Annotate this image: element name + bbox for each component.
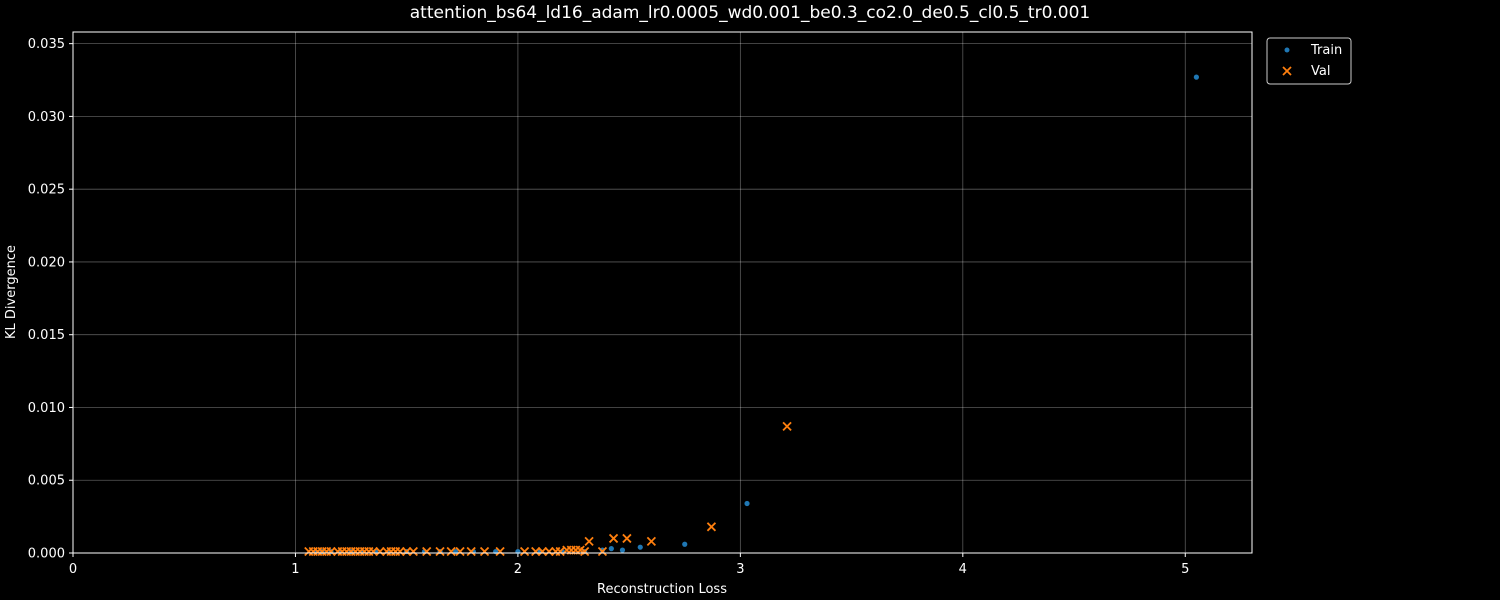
data-point-val — [537, 546, 548, 557]
data-point-val — [519, 546, 530, 557]
data-point-val — [555, 546, 565, 557]
data-point-val — [544, 546, 554, 557]
data-point-val — [408, 546, 418, 557]
x-tick-label: 5 — [1181, 562, 1189, 577]
data-point-train — [744, 500, 750, 507]
y-tick-label: 0.025 — [28, 183, 65, 198]
chart-title: attention_bs64_ld16_adam_lr0.0005_wd0.00… — [410, 3, 1091, 23]
x-tick-label: 4 — [959, 562, 967, 577]
data-point-val — [402, 546, 412, 557]
data-point-val — [435, 546, 445, 557]
legend-marker-val — [1282, 66, 1292, 76]
data-point-val — [584, 536, 594, 546]
data-point-val — [608, 533, 619, 544]
y-tick-label: 0.035 — [28, 37, 65, 52]
x-tick-label: 0 — [69, 562, 77, 577]
data-point-val — [455, 546, 465, 557]
y-tick-label: 0.020 — [28, 255, 65, 270]
data-point-train — [637, 544, 643, 550]
data-point-val — [622, 533, 632, 544]
legend-label-train: Train — [1310, 43, 1342, 58]
data-point-val — [646, 536, 657, 546]
x-tick-label: 3 — [736, 562, 744, 577]
data-point-val — [326, 546, 336, 557]
data-point-val — [479, 546, 490, 557]
data-point-val — [597, 546, 608, 557]
data-point-val — [466, 546, 476, 557]
y-axis-ticks: 0.000 0.005 0.010 0.015 0.020 0.025 0.030 0.035 — [28, 37, 73, 562]
data-point-val — [422, 546, 432, 557]
data-point-val — [375, 546, 385, 557]
y-tick-label: 0.000 — [28, 547, 65, 562]
data-point-val — [368, 546, 378, 557]
data-point-val — [531, 546, 541, 557]
data-point-train — [1193, 74, 1199, 80]
data-points — [304, 74, 1199, 557]
x-tick-label: 2 — [514, 562, 522, 577]
legend-marker-train — [1284, 47, 1290, 53]
legend: Train Val — [1266, 37, 1352, 85]
data-point-train — [619, 547, 626, 553]
x-axis-ticks: 0 1 2 3 4 5 — [69, 553, 1189, 577]
data-point-val — [395, 546, 405, 557]
data-point-train — [608, 546, 614, 552]
data-point-val — [782, 421, 792, 432]
data-point-train — [682, 541, 688, 547]
x-axis-label: Reconstruction Loss — [597, 582, 727, 597]
grid — [72, 32, 1252, 554]
data-point-val — [706, 522, 717, 532]
y-tick-label: 0.010 — [28, 401, 65, 416]
y-tick-label: 0.030 — [28, 110, 65, 125]
data-point-val — [446, 546, 456, 557]
y-tick-label: 0.005 — [28, 474, 65, 489]
y-axis-label: KL Divergence — [4, 245, 19, 339]
data-point-val — [495, 546, 505, 557]
y-tick-label: 0.015 — [28, 328, 65, 343]
plot-area-frame — [72, 31, 1253, 554]
data-point-val — [580, 546, 590, 557]
legend-label-val: Val — [1311, 64, 1330, 79]
x-tick-label: 1 — [291, 562, 299, 577]
